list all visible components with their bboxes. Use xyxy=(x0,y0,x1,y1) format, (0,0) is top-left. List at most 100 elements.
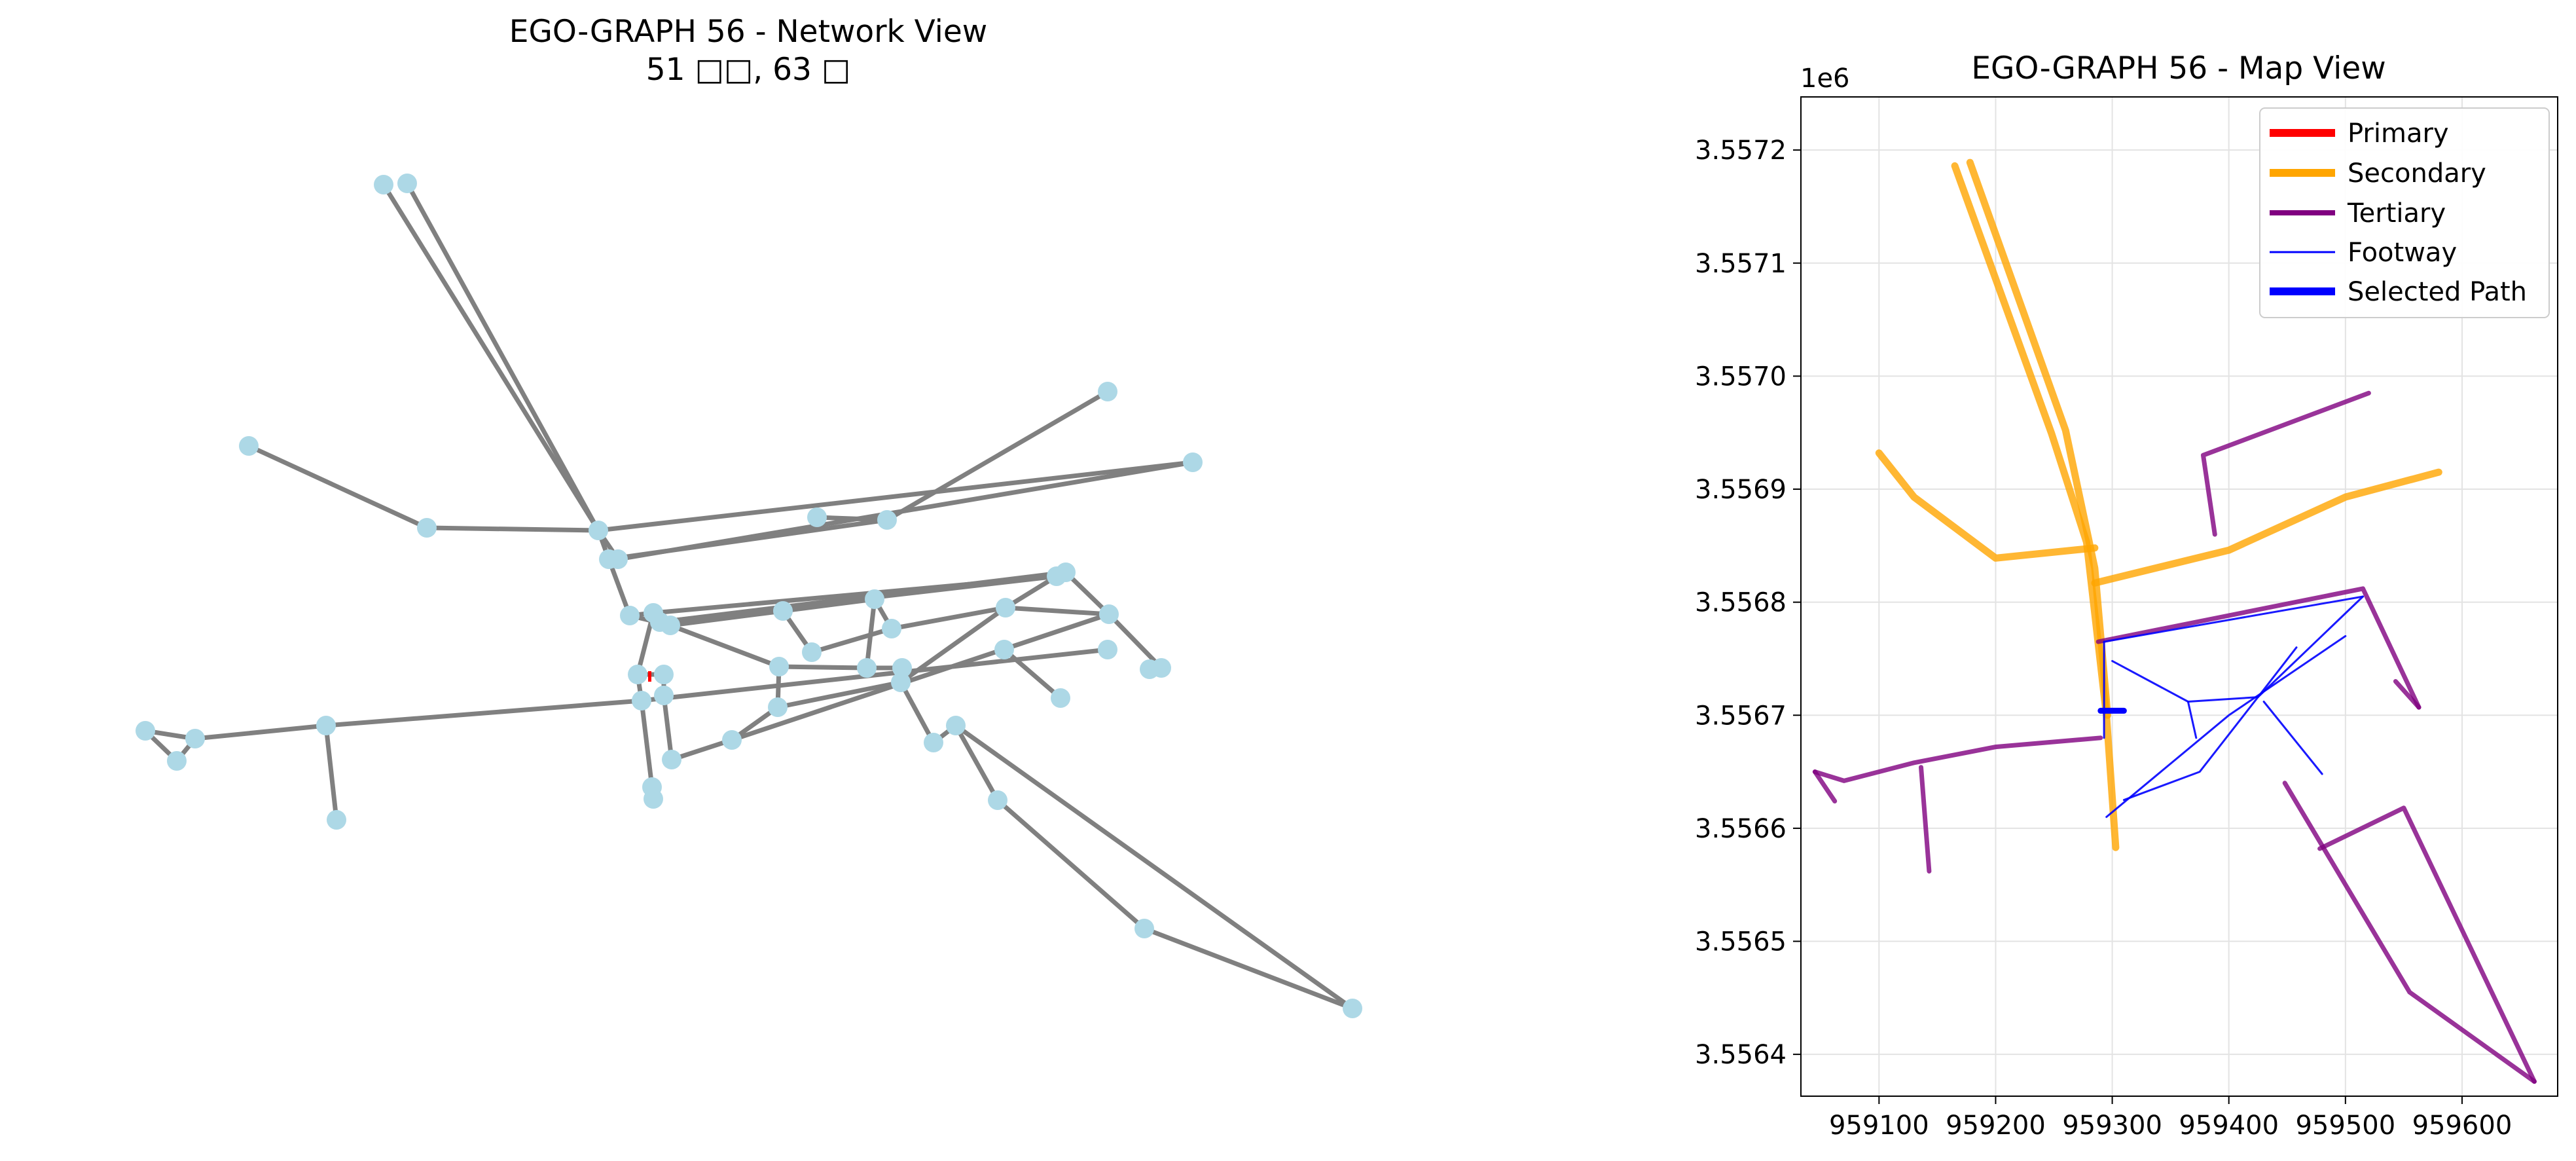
tertiary-road xyxy=(1812,735,2103,783)
network-edge xyxy=(639,700,655,788)
network-edge xyxy=(1107,612,1163,670)
network-node xyxy=(397,174,417,193)
network-edge xyxy=(1064,570,1111,616)
network-edge xyxy=(778,664,867,671)
network-node xyxy=(589,521,608,540)
map-axes-frame xyxy=(1800,96,2558,1097)
legend-label-footway: Footway xyxy=(2348,238,2457,268)
network-edge xyxy=(1004,574,1058,610)
network-edge xyxy=(247,443,428,530)
network-edge xyxy=(323,725,339,820)
network-node xyxy=(1152,658,1171,678)
network-node xyxy=(136,721,155,741)
network-edge xyxy=(382,183,600,532)
x-tick-label: 959100 xyxy=(1829,1111,1929,1141)
network-node xyxy=(185,729,205,748)
network-node xyxy=(632,691,651,710)
map-title: EGO-GRAPH 56 - Map View xyxy=(1971,50,2386,86)
x-tick-label: 959300 xyxy=(2062,1111,2162,1141)
network-node xyxy=(1056,562,1076,582)
network-node xyxy=(1098,640,1117,659)
network-node xyxy=(628,665,647,684)
network-edge xyxy=(811,626,892,655)
network-edge xyxy=(641,647,1108,703)
network-edge xyxy=(670,608,784,628)
network-edge xyxy=(659,574,1057,625)
x-axis: 959100 959200 959300 959400 959500 959600 xyxy=(1829,1096,2512,1141)
y-tick-label: 3.5572 xyxy=(1695,136,1787,166)
network-title: EGO-GRAPH 56 - Network View xyxy=(509,14,987,50)
network-node xyxy=(374,175,393,194)
network-node xyxy=(773,601,793,621)
y-tick-label: 3.5565 xyxy=(1695,927,1787,957)
network-edge xyxy=(731,612,1110,743)
footway-road xyxy=(2103,595,2364,643)
y-offset-label: 1e6 xyxy=(1800,64,1850,94)
network-node xyxy=(662,750,681,769)
network-node xyxy=(994,640,1014,659)
legend: Primary Secondary Tertiary Footway Selec… xyxy=(2259,107,2550,318)
network-edge xyxy=(325,698,642,728)
network-edge xyxy=(886,389,1109,523)
footway-road xyxy=(2122,595,2364,802)
tertiary-road xyxy=(1919,765,1932,874)
y-axis: 3.5564 3.5565 3.5566 3.5567 3.5568 3.5569 3.55… xyxy=(1695,136,1801,1070)
network-edge xyxy=(777,680,901,710)
legend-label-tertiary: Tertiary xyxy=(2347,198,2446,229)
network-node xyxy=(327,810,346,830)
network-edge xyxy=(953,724,1000,802)
x-tick-label: 959200 xyxy=(1946,1111,2046,1141)
secondary-road xyxy=(2091,468,2442,587)
network-highlight-edge xyxy=(648,671,651,682)
network-node xyxy=(644,789,663,809)
tertiary-road xyxy=(2393,679,2422,710)
network-node xyxy=(1134,919,1154,938)
y-tick-label: 3.5570 xyxy=(1695,361,1787,392)
x-tick-label: 959400 xyxy=(2179,1111,2279,1141)
map-panel: EGO-GRAPH 56 - Map View 1e6 959100 959200… xyxy=(1695,50,2558,1141)
network-edge xyxy=(1005,605,1110,617)
network-edge xyxy=(426,525,599,533)
map-lines xyxy=(1812,158,2537,1084)
network-panel: EGO-GRAPH 56 - Network View 51 □□, 63 □ xyxy=(136,14,1362,1018)
legend-label-selected-path: Selected Path xyxy=(2348,277,2527,307)
network-edge xyxy=(194,723,327,741)
y-tick-label: 3.5564 xyxy=(1695,1040,1787,1070)
network-node xyxy=(769,657,789,676)
network-edge xyxy=(598,460,1193,533)
secondary-road xyxy=(1966,158,2111,719)
network-subtitle: 51 □□, 63 □ xyxy=(646,52,851,88)
y-tick-label: 3.5567 xyxy=(1695,701,1787,731)
footway-road xyxy=(2186,701,2198,739)
network-node xyxy=(654,665,674,684)
network-node xyxy=(654,686,674,705)
tertiary-road xyxy=(2282,781,2537,1084)
network-node xyxy=(1051,688,1070,708)
network-edge xyxy=(670,737,733,762)
network-node xyxy=(857,658,877,678)
tertiary-road xyxy=(2095,586,2422,710)
legend-label-primary: Primary xyxy=(2348,119,2449,149)
network-node xyxy=(1099,604,1119,624)
network-node xyxy=(802,642,822,662)
network-node xyxy=(239,436,259,456)
network-edge xyxy=(954,724,1354,1010)
network-node xyxy=(608,549,628,569)
network-edge xyxy=(898,681,936,744)
network-node xyxy=(996,598,1015,617)
x-tick-label: 959600 xyxy=(2412,1111,2513,1141)
footway-road xyxy=(2111,646,2298,703)
network-node xyxy=(924,733,943,752)
network-node xyxy=(807,507,827,527)
y-tick-label: 3.5568 xyxy=(1695,588,1787,618)
network-node xyxy=(891,673,911,692)
footway-road xyxy=(2262,701,2323,775)
y-tick-label: 3.5566 xyxy=(1695,814,1787,844)
network-node xyxy=(946,716,966,735)
network-edge xyxy=(405,182,601,532)
network-node xyxy=(620,606,640,625)
tertiary-road xyxy=(1812,769,1838,803)
network-edge xyxy=(816,515,888,523)
network-node xyxy=(722,730,742,750)
network-node xyxy=(768,697,788,717)
